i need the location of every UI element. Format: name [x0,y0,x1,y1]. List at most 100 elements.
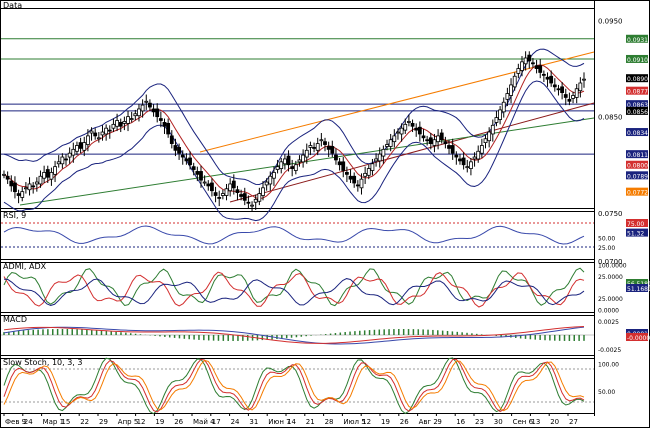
candle-body [242,193,247,201]
candle-body [439,132,444,141]
price-value-box [626,86,648,95]
candle-body [359,178,364,189]
candle-body [184,158,189,162]
price-value-box [626,100,648,109]
candle-body [235,189,240,194]
candle-body [23,187,28,190]
candle-body [261,187,265,196]
lower-band-line [3,80,585,222]
candle-body [82,142,87,151]
candle-body [49,172,54,180]
trend-line-orange [199,51,595,153]
candle-body [567,98,572,102]
candle-body [396,131,400,134]
price-value-box [626,187,648,196]
candle-body [355,184,360,187]
stoch-slow-line [3,359,585,412]
candle-body [67,152,72,158]
candle-body [115,120,119,127]
candle-body [374,158,378,162]
candle-body [560,86,565,94]
candle-body [279,161,284,169]
x-tick-label: Сен 6 [513,418,534,426]
indicator-axis-label: 75.00 [627,221,644,228]
candle-body [89,130,94,134]
macd-panel: 0.0025-0.00250.0001-0.0000 [1,319,650,354]
candle-body [370,163,375,171]
candle-body [436,135,440,143]
price-value-box [626,54,648,63]
candle-body [111,123,116,129]
candle-body [202,181,207,184]
x-tick-label: 29 [99,418,108,426]
candle-body [199,171,203,181]
macd-line [3,326,585,345]
indicator-axis-label: 100.00 [598,362,619,369]
candle-body [538,65,543,73]
candle-body [549,75,554,84]
x-tick-label: Авг 2 [419,418,438,426]
x-tick-label: 9 [437,418,441,426]
candle-body [516,68,521,74]
x-tick-label: 30 [494,418,503,426]
candle-body [217,197,222,199]
x-tick-label: 28 [325,418,334,426]
macd-signal-line [3,326,585,344]
price-value-label: 0.0834 [627,130,648,137]
rsi-panel: 75.00 51.32 50.00 25.00 [1,219,648,252]
price-value-label: 0.0856 [627,109,648,116]
candle-body [78,142,83,149]
price-value-label: 0.0863 [627,102,648,109]
candle-body [177,147,181,154]
indicator-value-box [626,228,648,237]
candle-body [545,76,550,80]
candle-body [220,193,225,196]
candle-body [137,108,141,117]
candle-body [224,188,229,196]
candle-body [38,175,43,185]
candle-body [166,122,171,135]
candle-body [476,150,481,160]
x-tick-label: 31 [249,418,258,426]
candle-body [213,192,218,196]
indicator-value-box [626,279,648,287]
price-tick-label: 0.0750 [598,210,623,218]
candle-body [505,93,510,100]
candle-body [523,57,528,65]
candle-body [13,182,17,193]
candle-body [9,180,14,187]
candle-body [443,141,448,144]
price-value-label: 0.0789 [627,173,648,180]
candle-body [53,166,57,175]
candle-body [487,131,492,142]
candle-body [282,158,287,165]
x-tick-label: Июн 7 [268,418,290,426]
candle-body [155,108,160,118]
candle-body [552,84,557,88]
candle-body [293,164,298,171]
candle-body [534,65,539,69]
trend-line-red [229,102,595,203]
candle-body [118,122,123,127]
candle-body [104,127,109,135]
adx-plus-di-line [3,267,585,307]
x-tick-label: 23 [475,418,484,426]
candle-body [512,75,517,88]
candle-body [297,159,302,163]
candle-body [64,158,68,161]
candle-body [206,183,211,187]
candle-body [257,193,262,202]
candle-body [301,154,306,163]
candle-body [162,122,167,127]
candle-body [31,185,36,188]
indicator-value-box [626,284,648,292]
candle-body [483,138,488,144]
candle-body [541,73,546,76]
candle-body [129,118,134,120]
candle-body [578,82,583,92]
candle-body [264,181,269,186]
x-tick-label: 24 [231,418,240,426]
candle-body [96,137,101,140]
candle-body [428,137,433,144]
